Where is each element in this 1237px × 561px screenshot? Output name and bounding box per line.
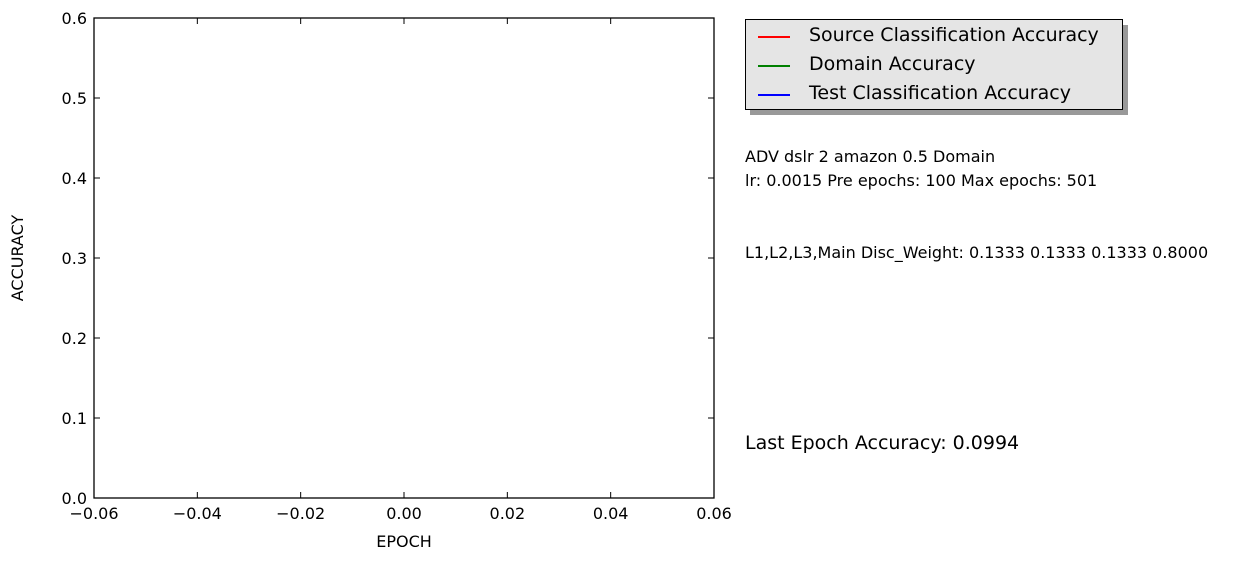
y-tick-label: 0.3	[62, 249, 87, 268]
annotation-disc-weights: L1,L2,L3,Main Disc_Weight: 0.1333 0.1333…	[745, 243, 1209, 262]
legend: Source Classification Accuracy Domain Ac…	[745, 19, 1123, 110]
legend-label-domain: Domain Accuracy	[809, 53, 976, 75]
x-tick-label: 0.00	[386, 504, 422, 523]
y-tick-label: 0.0	[62, 489, 87, 508]
y-tick-label: 0.1	[62, 409, 87, 428]
annotation-experiment: ADV dslr 2 amazon 0.5 Domain	[745, 147, 996, 166]
y-tick-label: 0.4	[62, 169, 87, 188]
x-tick-label: 0.04	[593, 504, 629, 523]
legend-entry-domain: Domain Accuracy	[746, 50, 1122, 79]
x-tick-label: −0.06	[69, 504, 118, 523]
annotation-last-epoch-accuracy: Last Epoch Accuracy: 0.0994	[745, 432, 1020, 454]
annotation-hyperparams: lr: 0.0015 Pre epochs: 100 Max epochs: 5…	[745, 171, 1098, 190]
legend-entry-source: Source Classification Accuracy	[746, 21, 1122, 50]
legend-label-source: Source Classification Accuracy	[809, 24, 1099, 46]
x-axis-title: EPOCH	[376, 532, 432, 551]
plot-frame	[93, 17, 715, 499]
legend-swatch-test	[758, 94, 790, 96]
x-tick-label: 0.06	[696, 504, 732, 523]
x-tick-label: −0.02	[276, 504, 325, 523]
y-tick-label: 0.6	[62, 9, 87, 28]
y-axis-title: ACCURACY	[8, 215, 27, 302]
x-tick-label: 0.02	[490, 504, 526, 523]
x-tick-label: −0.04	[173, 504, 222, 523]
legend-swatch-domain	[758, 65, 790, 67]
y-tick-label: 0.5	[62, 89, 87, 108]
y-tick-label: 0.2	[62, 329, 87, 348]
legend-swatch-source	[758, 36, 790, 38]
legend-entry-test: Test Classification Accuracy	[746, 79, 1122, 108]
legend-label-test: Test Classification Accuracy	[809, 82, 1071, 104]
